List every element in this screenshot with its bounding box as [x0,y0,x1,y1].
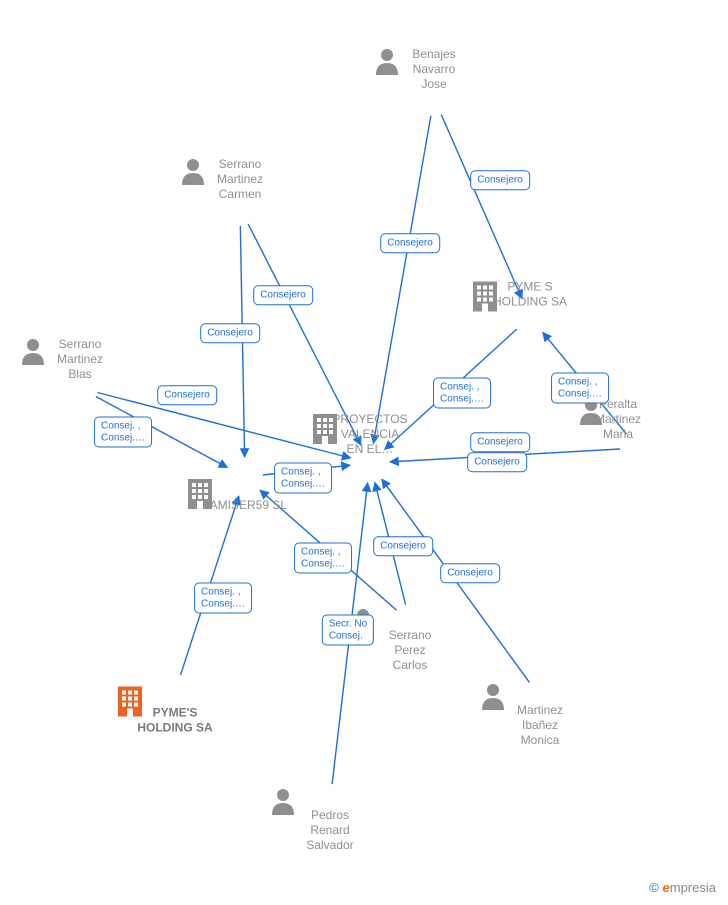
edge-serranoP-proyectos [375,482,406,604]
edge-serranoC-proyectos [248,224,361,445]
network-svg [0,0,728,905]
edge-pedros-proyectos [332,483,368,784]
edge-serranoB-famiser [96,397,228,468]
brand-rest: mpresia [670,880,716,895]
edge-peralta-pymesSA [543,332,627,434]
edge-martinezI-proyectos [382,479,530,682]
edge-pymesSA-proyectos [385,329,517,449]
edge-famiser-proyectos [263,465,350,475]
watermark: © empresia [649,880,716,895]
edge-serranoC-famiser [240,226,244,457]
edge-serranoB-proyectos [97,393,350,458]
edge-benajes-pymesSA [441,114,522,298]
edge-benajes-proyectos [373,116,430,444]
edge-serranoP-famiser [260,490,396,610]
brand-initial: e [663,880,670,895]
copyright-symbol: © [649,880,659,895]
edge-peralta-proyectos [390,449,620,462]
edge-pymesH-famiser [181,496,239,675]
